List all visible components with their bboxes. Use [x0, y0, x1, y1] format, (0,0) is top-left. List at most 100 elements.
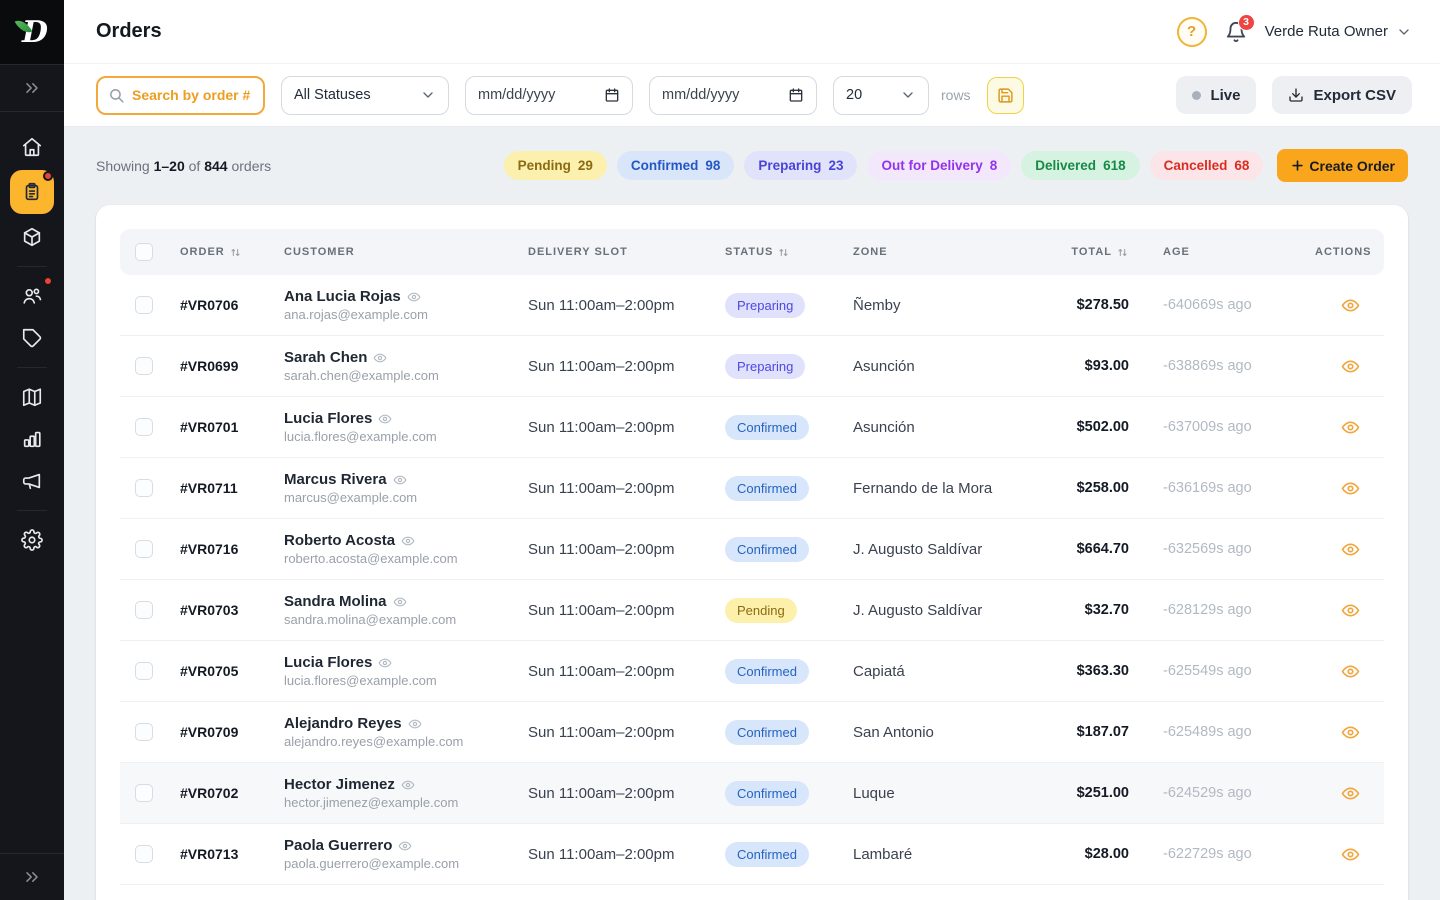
status-cell: Preparing	[713, 293, 841, 318]
chip-label: Preparing	[758, 158, 821, 173]
row-checkbox[interactable]	[135, 723, 153, 741]
view-order-button[interactable]	[1341, 784, 1360, 803]
row-checkbox[interactable]	[135, 540, 153, 558]
sidebar-nav	[0, 112, 64, 561]
sidebar-item-customers[interactable]	[10, 275, 54, 317]
table-row[interactable]: #VR0709 Alejandro Reyes alejandro.reyes@…	[120, 702, 1384, 763]
status-chip-pending[interactable]: Pending29	[504, 151, 607, 180]
customer-email: marcus@example.com	[284, 490, 516, 505]
row-checkbox[interactable]	[135, 845, 153, 863]
notifications-button[interactable]: 3	[1225, 21, 1247, 43]
column-header-order[interactable]: ORDER	[168, 246, 272, 259]
status-chip-delivered[interactable]: Delivered618	[1021, 151, 1139, 180]
row-checkbox[interactable]	[135, 296, 153, 314]
sidebar-item-orders[interactable]	[10, 170, 54, 214]
help-button[interactable]: ?	[1177, 17, 1207, 47]
notification-dot	[43, 276, 53, 286]
create-order-button[interactable]: Create Order	[1277, 149, 1408, 182]
table-row[interactable]: #VR0713 Paola Guerrero paola.guerrero@ex…	[120, 824, 1384, 885]
sidebar-expand-toggle-bottom[interactable]	[0, 854, 64, 900]
status-chip-preparing[interactable]: Preparing23	[744, 151, 857, 180]
view-order-button[interactable]	[1341, 357, 1360, 376]
table-row[interactable]: #VR0705 Lucia Flores lucia.flores@exampl…	[120, 641, 1384, 702]
customer-cell: Ana Lucia Rojas ana.rojas@example.com	[272, 288, 516, 322]
question-icon: ?	[1187, 23, 1196, 40]
zone: Lambaré	[841, 846, 1051, 863]
status-cell: Confirmed	[713, 415, 841, 440]
table-row[interactable]: #VR0703 Sandra Molina sandra.molina@exam…	[120, 580, 1384, 641]
select-all-checkbox[interactable]	[135, 243, 153, 261]
order-total: $278.50	[1051, 297, 1141, 313]
view-order-button[interactable]	[1341, 296, 1360, 315]
app-logo[interactable]: D	[0, 0, 64, 64]
row-checkbox[interactable]	[135, 357, 153, 375]
customer-email: ana.rojas@example.com	[284, 307, 516, 322]
view-order-button[interactable]	[1341, 662, 1360, 681]
customer-cell: Sandra Molina sandra.molina@example.com	[272, 593, 516, 627]
status-badge: Pending	[725, 598, 797, 623]
row-checkbox[interactable]	[135, 784, 153, 802]
eye-icon	[378, 412, 392, 426]
results-count: Showing 1–20 of 844 orders	[96, 158, 271, 174]
main-content: Showing 1–20 of 844 orders Pending29 Conf…	[64, 127, 1440, 900]
eye-icon	[401, 534, 415, 548]
row-checkbox[interactable]	[135, 601, 153, 619]
save-view-button[interactable]	[987, 77, 1024, 114]
table-row[interactable]: #VR0706 Ana Lucia Rojas ana.rojas@exampl…	[120, 275, 1384, 336]
sidebar-item-home[interactable]	[10, 126, 54, 168]
order-age: -624529s ago	[1141, 785, 1303, 801]
view-order-button[interactable]	[1341, 479, 1360, 498]
customer-email: alejandro.reyes@example.com	[284, 734, 516, 749]
user-menu[interactable]: Verde Ruta Owner	[1265, 23, 1412, 40]
status-chip-cancelled[interactable]: Cancelled68	[1150, 151, 1264, 180]
search-input[interactable]	[132, 87, 253, 103]
actions-cell	[1303, 418, 1384, 437]
table-row[interactable]: #VR0711 Marcus Rivera marcus@example.com…	[120, 458, 1384, 519]
row-checkbox[interactable]	[135, 479, 153, 497]
sidebar-item-settings[interactable]	[10, 519, 54, 561]
actions-cell	[1303, 357, 1384, 376]
date-from-input[interactable]: mm/dd/yyyy	[465, 76, 633, 115]
sidebar-item-package[interactable]	[10, 216, 54, 258]
view-order-button[interactable]	[1341, 540, 1360, 559]
customer-cell: Lucia Flores lucia.flores@example.com	[272, 410, 516, 444]
customer-name: Lucia Flores	[284, 654, 372, 671]
live-toggle-button[interactable]: Live	[1176, 76, 1256, 114]
actions-cell	[1303, 479, 1384, 498]
sidebar: D	[0, 0, 64, 900]
table-row[interactable]: #VR0716 Roberto Acosta roberto.acosta@ex…	[120, 519, 1384, 580]
actions-cell	[1303, 601, 1384, 620]
row-checkbox[interactable]	[135, 662, 153, 680]
row-checkbox[interactable]	[135, 418, 153, 436]
showing-range: 1–20	[154, 158, 185, 174]
column-header-total[interactable]: TOTAL	[1051, 246, 1141, 259]
sidebar-item-analytics[interactable]	[10, 418, 54, 460]
eye-icon	[407, 290, 421, 304]
view-order-button[interactable]	[1341, 601, 1360, 620]
page-size-select[interactable]: 20	[833, 76, 929, 115]
view-order-button[interactable]	[1341, 418, 1360, 437]
status-filter-select[interactable]: All Statuses	[281, 76, 449, 115]
column-label: AGE	[1163, 246, 1190, 258]
view-order-button[interactable]	[1341, 723, 1360, 742]
export-csv-button[interactable]: Export CSV	[1272, 76, 1412, 114]
sidebar-item-map[interactable]	[10, 376, 54, 418]
create-order-label: Create Order	[1309, 158, 1395, 174]
eye-icon	[408, 717, 422, 731]
column-header-customer: CUSTOMER	[272, 246, 516, 258]
sidebar-divider	[17, 510, 47, 511]
view-order-button[interactable]	[1341, 845, 1360, 864]
status-chip-confirmed[interactable]: Confirmed98	[617, 151, 735, 180]
table-row[interactable]: #VR0702 Hector Jimenez hector.jimenez@ex…	[120, 763, 1384, 824]
date-to-input[interactable]: mm/dd/yyyy	[649, 76, 817, 115]
summary-row: Showing 1–20 of 844 orders Pending29 Conf…	[96, 149, 1408, 182]
table-row[interactable]: #VR0699 Sarah Chen sarah.chen@example.co…	[120, 336, 1384, 397]
customer-name: Hector Jimenez	[284, 776, 395, 793]
order-search[interactable]	[96, 76, 265, 115]
sidebar-item-announce[interactable]	[10, 460, 54, 502]
sidebar-item-tags[interactable]	[10, 317, 54, 359]
status-chip-out-for-delivery[interactable]: Out for Delivery8	[867, 151, 1011, 180]
table-row[interactable]: #VR0701 Lucia Flores lucia.flores@exampl…	[120, 397, 1384, 458]
sidebar-expand-toggle[interactable]	[0, 65, 64, 111]
column-header-status[interactable]: STATUS	[713, 246, 841, 259]
